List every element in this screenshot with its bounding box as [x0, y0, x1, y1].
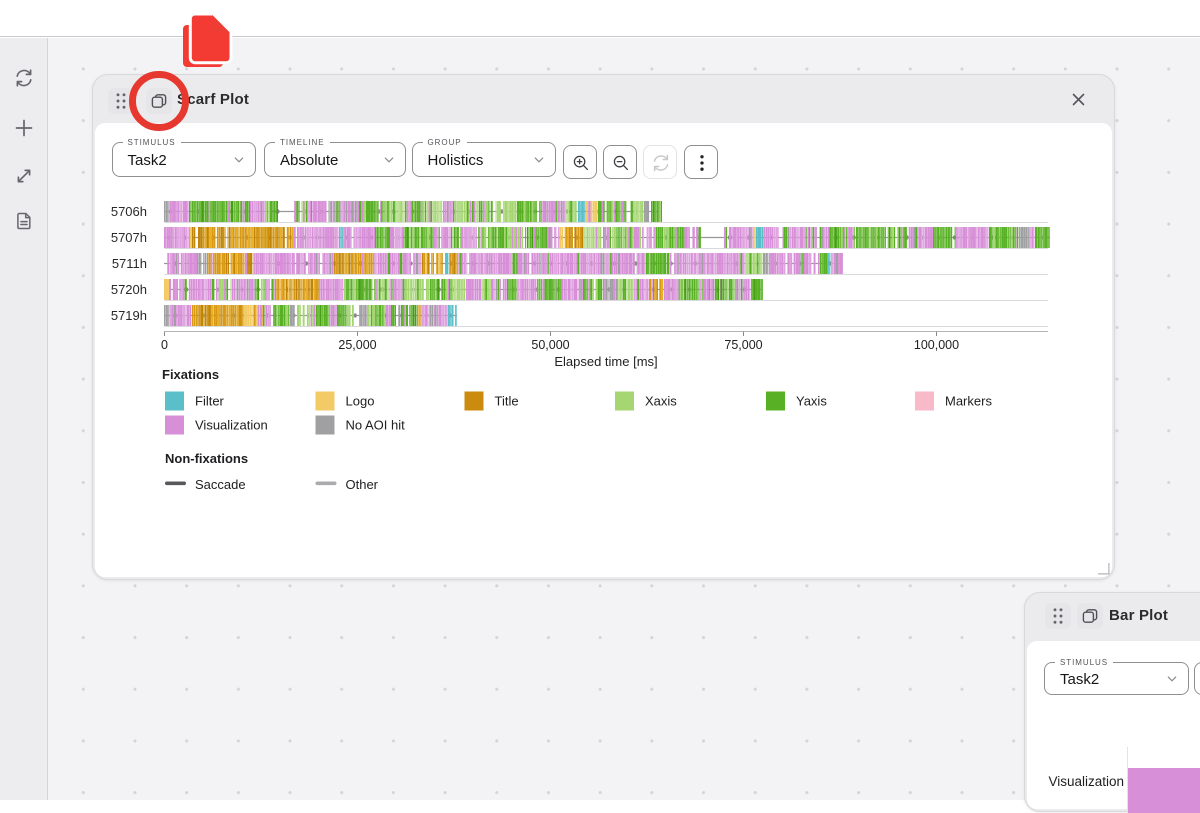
svg-text:Filter: Filter	[195, 394, 225, 409]
svg-text:Elapsed time [ms]: Elapsed time [ms]	[554, 354, 657, 369]
svg-text:No AOI hit: No AOI hit	[346, 418, 406, 433]
svg-text:5706h: 5706h	[111, 204, 147, 219]
svg-text:100,000: 100,000	[914, 338, 959, 352]
svg-text:Xaxis: Xaxis	[645, 394, 677, 409]
svg-text:0: 0	[161, 338, 168, 352]
svg-text:Non-fixations: Non-fixations	[165, 451, 248, 466]
svg-text:Markers: Markers	[945, 394, 992, 409]
svg-text:5711h: 5711h	[112, 256, 147, 271]
svg-text:5707h: 5707h	[111, 230, 147, 245]
svg-text:50,000: 50,000	[531, 338, 569, 352]
svg-text:Other: Other	[346, 477, 379, 492]
svg-text:75,000: 75,000	[724, 338, 762, 352]
svg-text:25,000: 25,000	[338, 338, 376, 352]
svg-text:5719h: 5719h	[111, 308, 147, 323]
svg-text:Visualization: Visualization	[195, 418, 268, 433]
svg-text:Fixations: Fixations	[162, 367, 219, 382]
svg-text:Logo: Logo	[346, 394, 375, 409]
svg-text:Yaxis: Yaxis	[796, 394, 827, 409]
svg-text:Title: Title	[495, 394, 519, 409]
svg-text:Saccade: Saccade	[195, 477, 246, 492]
svg-text:5720h: 5720h	[111, 282, 147, 297]
